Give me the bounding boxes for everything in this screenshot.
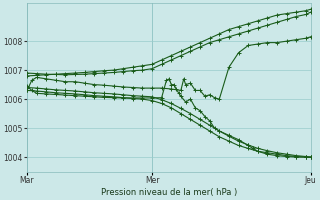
X-axis label: Pression niveau de la mer( hPa ): Pression niveau de la mer( hPa ) <box>101 188 237 197</box>
